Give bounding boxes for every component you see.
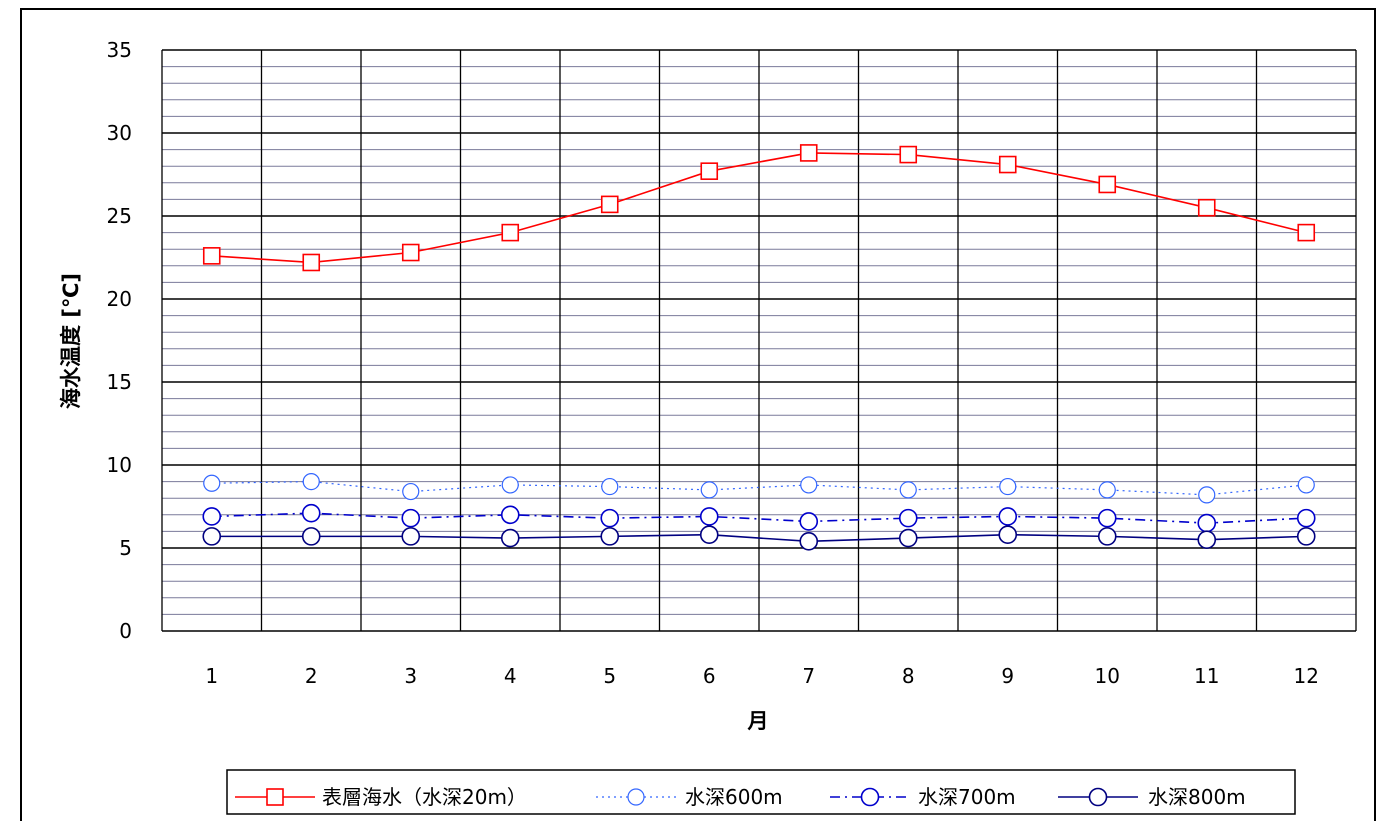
y-tick-label: 0 xyxy=(119,619,132,643)
x-tick-label: 6 xyxy=(703,664,716,688)
data-point xyxy=(1098,481,1116,499)
legend-label: 水深800m xyxy=(1148,785,1246,809)
y-tick-label: 15 xyxy=(107,370,132,394)
data-point xyxy=(898,508,918,528)
data-point xyxy=(600,195,619,214)
data-point xyxy=(1296,527,1316,546)
data-point xyxy=(301,503,321,523)
legend-marker xyxy=(266,788,284,806)
legend-entry: 水深700m xyxy=(830,785,1016,809)
data-point xyxy=(500,505,520,525)
y-axis-title: 海水温度 [℃] xyxy=(59,273,83,409)
y-tick-label: 35 xyxy=(107,38,132,62)
data-point xyxy=(1297,476,1315,494)
x-tick-label: 9 xyxy=(1001,664,1014,688)
data-point xyxy=(1296,508,1316,528)
data-point xyxy=(501,476,519,494)
data-point xyxy=(501,223,520,242)
series-line xyxy=(211,512,1307,524)
data-point xyxy=(202,507,222,526)
series-line xyxy=(211,480,1307,496)
x-tick-label: 12 xyxy=(1294,664,1319,688)
data-point xyxy=(999,477,1017,496)
data-point xyxy=(799,144,818,162)
x-axis-title: 月 xyxy=(747,709,769,733)
data-point xyxy=(998,507,1018,526)
y-tick-label: 30 xyxy=(107,121,132,145)
data-point xyxy=(402,482,420,501)
data-point xyxy=(898,528,918,548)
series-layer xyxy=(202,144,1316,551)
legend-entry: 表層海水（水深20m） xyxy=(235,785,527,809)
data-point xyxy=(899,145,918,164)
legend-box xyxy=(226,769,1296,815)
x-tick-label: 2 xyxy=(305,664,318,688)
data-point xyxy=(998,155,1017,174)
data-point xyxy=(600,508,620,528)
series-2 xyxy=(203,473,1315,504)
data-point xyxy=(899,481,917,499)
y-tick-label: 25 xyxy=(107,204,132,228)
legend-marker xyxy=(860,787,880,807)
x-tick-label: 1 xyxy=(205,664,218,688)
legend-label: 表層海水（水深20m） xyxy=(322,785,527,809)
data-point xyxy=(500,528,520,548)
x-tick-label: 5 xyxy=(603,664,616,688)
y-tick-label: 20 xyxy=(107,287,132,311)
data-point xyxy=(1197,198,1216,217)
legend-marker xyxy=(627,788,645,806)
grid-layer xyxy=(161,49,1357,632)
data-point xyxy=(700,481,718,499)
legend-label: 水深600m xyxy=(685,785,783,809)
series-4 xyxy=(202,525,1316,551)
data-point xyxy=(699,507,719,526)
legend: 表層海水（水深20m） 水深600m 水深700m 水深800m xyxy=(226,769,1296,815)
x-tick-label: 10 xyxy=(1095,664,1120,688)
x-tick-label: 3 xyxy=(404,664,417,688)
x-tick-label: 8 xyxy=(902,664,915,688)
data-point xyxy=(1098,175,1117,194)
data-point xyxy=(601,477,619,496)
data-point xyxy=(600,527,620,546)
data-point xyxy=(799,512,819,531)
data-point xyxy=(799,532,819,551)
data-point xyxy=(401,527,421,546)
data-point xyxy=(301,527,321,546)
x-tick-label: 4 xyxy=(504,664,517,688)
data-point xyxy=(1198,486,1216,504)
legend-marker xyxy=(1088,787,1108,807)
data-point xyxy=(202,247,221,265)
legend-entry: 水深600m xyxy=(596,785,783,809)
data-point xyxy=(302,473,320,491)
data-point xyxy=(202,527,222,546)
data-point xyxy=(401,508,421,528)
data-point xyxy=(1197,530,1217,550)
x-tick-label: 7 xyxy=(802,664,815,688)
data-point xyxy=(1097,527,1117,546)
data-point xyxy=(700,162,719,180)
x-tick-label: 11 xyxy=(1194,664,1219,688)
data-point xyxy=(1197,513,1217,533)
legend-entry: 水深800m xyxy=(1058,785,1246,809)
legend-label: 水深700m xyxy=(918,785,1016,809)
data-point xyxy=(800,476,818,494)
data-point xyxy=(302,253,321,272)
y-tick-label: 5 xyxy=(119,536,132,560)
series-line xyxy=(211,533,1307,543)
y-tick-label: 10 xyxy=(107,453,132,477)
series-1 xyxy=(202,144,1316,272)
data-point xyxy=(1097,508,1117,528)
series-3 xyxy=(202,503,1316,533)
data-point xyxy=(203,474,221,492)
data-point xyxy=(998,525,1018,545)
data-point xyxy=(1297,223,1316,242)
series-line xyxy=(211,152,1307,264)
data-point xyxy=(401,243,420,262)
data-point xyxy=(699,525,719,545)
